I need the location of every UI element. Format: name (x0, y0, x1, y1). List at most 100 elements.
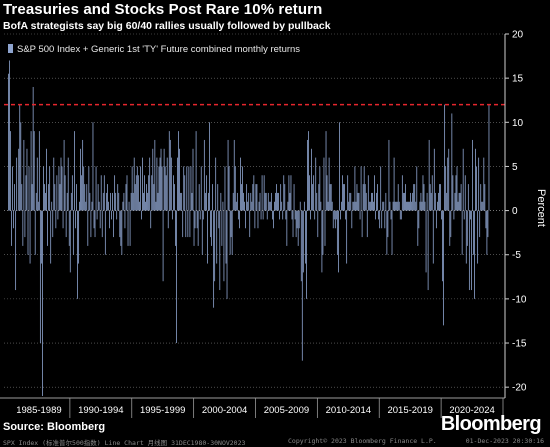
bar (450, 210, 452, 238)
bar (144, 175, 145, 211)
bar (101, 210, 103, 238)
bar (430, 192, 432, 211)
bar (348, 201, 350, 211)
bar (96, 210, 98, 220)
bar (251, 201, 253, 211)
bar (480, 184, 482, 211)
bar (43, 166, 44, 211)
bar (319, 166, 321, 211)
bar (297, 210, 299, 246)
bar (237, 210, 239, 220)
bar (461, 210, 463, 255)
bar (118, 192, 120, 211)
bar (124, 210, 126, 229)
bar (287, 201, 289, 211)
bar (277, 192, 278, 211)
bar (446, 192, 448, 211)
bar (60, 157, 62, 211)
bar (201, 210, 203, 255)
bar (22, 210, 24, 246)
bar (168, 131, 170, 211)
bar (228, 166, 230, 211)
bar (189, 210, 191, 238)
bar (26, 148, 28, 211)
bar (252, 184, 254, 211)
x-tick-label: 2020-2024 (449, 405, 494, 416)
bar (376, 192, 377, 211)
bar (288, 175, 290, 211)
bar (463, 210, 465, 220)
bar (264, 192, 266, 211)
bar (401, 175, 403, 211)
bar (80, 148, 81, 211)
bar (274, 201, 275, 211)
bar (100, 175, 102, 211)
bar (246, 184, 248, 211)
bar (350, 192, 352, 211)
bar (394, 201, 396, 211)
bar (193, 210, 195, 246)
bar (219, 210, 221, 291)
bar (433, 148, 435, 211)
bar (112, 192, 113, 211)
bar (115, 192, 117, 211)
bar (24, 210, 26, 238)
bar (185, 210, 187, 238)
bar (345, 210, 347, 220)
bar (329, 184, 331, 211)
bar (458, 192, 460, 211)
bar (448, 148, 450, 211)
bar (221, 210, 223, 246)
bar (131, 166, 133, 211)
bar (45, 192, 46, 211)
bar (130, 192, 132, 211)
bar (178, 131, 179, 211)
bar (443, 210, 444, 326)
bar (91, 201, 93, 211)
bar (76, 184, 77, 211)
bar (239, 210, 240, 229)
bar (240, 157, 241, 211)
bar (41, 210, 42, 264)
bar (310, 210, 311, 220)
bar (59, 184, 61, 211)
bar (42, 210, 43, 396)
bar (247, 201, 249, 211)
bar (55, 210, 57, 229)
bar (270, 192, 272, 211)
bar (107, 184, 108, 211)
chart-title: Treasuries and Stocks Post Rare 10% retu… (3, 1, 323, 18)
bar (276, 184, 277, 211)
bar (357, 192, 359, 211)
bar (167, 210, 169, 229)
bar (141, 210, 142, 220)
bar (362, 184, 364, 211)
bar (199, 210, 201, 220)
bar (281, 201, 283, 211)
bar (211, 210, 212, 246)
bar (224, 166, 226, 211)
bar (294, 210, 296, 220)
bar (472, 139, 473, 211)
bar (426, 192, 428, 211)
bar (187, 210, 189, 238)
bar (35, 192, 37, 211)
bar (439, 184, 440, 211)
bar (279, 210, 281, 220)
bar (92, 122, 94, 211)
bar (236, 192, 238, 211)
bar (146, 184, 147, 211)
bar (471, 210, 472, 291)
bar (282, 210, 284, 220)
bar (285, 210, 287, 220)
y-tick-label: -20 (512, 383, 527, 394)
bar (424, 201, 426, 211)
bar (244, 201, 245, 211)
bar (119, 210, 121, 238)
bar (320, 201, 322, 211)
bar (21, 184, 23, 211)
bar (82, 139, 84, 211)
bar (90, 210, 92, 238)
bar (468, 210, 470, 291)
bar (269, 201, 271, 211)
